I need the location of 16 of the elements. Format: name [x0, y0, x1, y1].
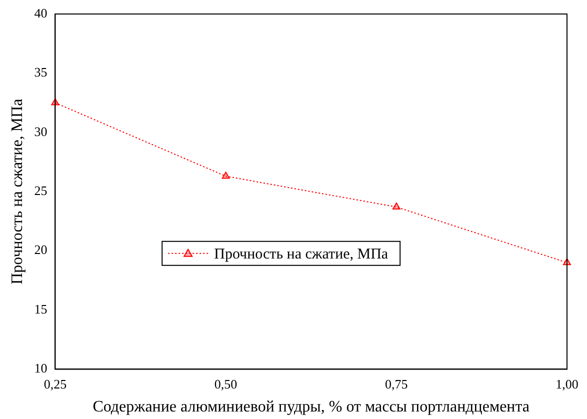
x-tick-label: 0,75 [385, 376, 408, 392]
y-tick-label: 30 [34, 124, 48, 139]
y-tick-label: 40 [34, 5, 48, 20]
point [392, 202, 400, 210]
x-tick-label: 1,00 [556, 376, 578, 392]
y-tick-label: 35 [34, 64, 48, 80]
y-tick-label: 20 [34, 242, 48, 258]
x-tick-label: 0,25 [44, 376, 67, 392]
y-tick-label: 10 [34, 360, 48, 376]
legend-label: Прочность на сжатие, МПа [214, 246, 388, 262]
y-axis-title: Прочность на сжатие, МПа [8, 98, 26, 284]
y-tick-label: 15 [34, 301, 48, 316]
point [222, 172, 230, 179]
x-axis-title: Содержание алюминиевой пудры, % от массы портландцемента [92, 398, 530, 416]
y-tick-label: 25 [34, 183, 48, 198]
x-tick-label: 0,50 [214, 376, 238, 392]
